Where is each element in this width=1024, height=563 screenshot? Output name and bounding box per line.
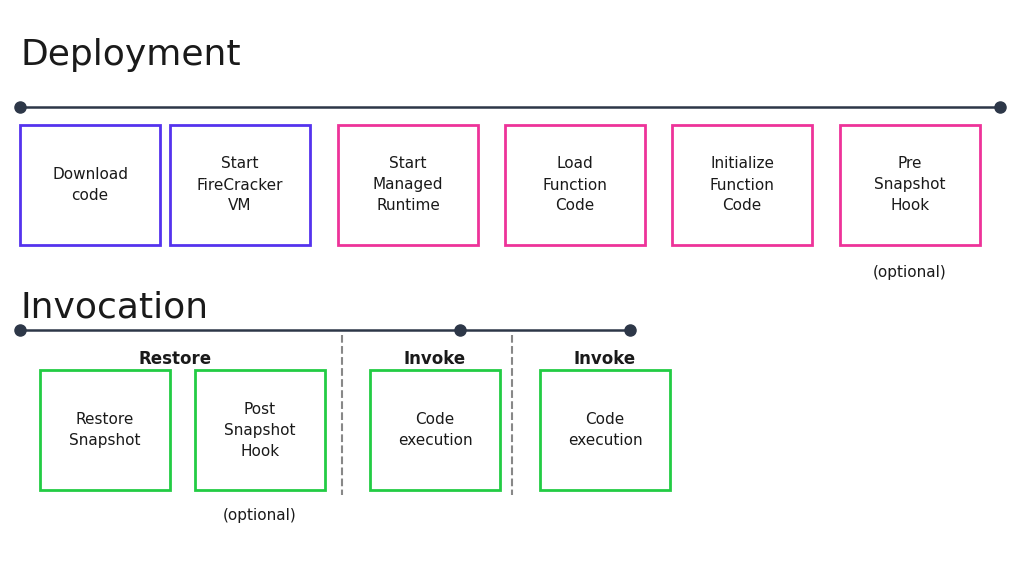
FancyBboxPatch shape — [170, 125, 310, 245]
FancyBboxPatch shape — [840, 125, 980, 245]
FancyBboxPatch shape — [195, 370, 325, 490]
Text: Initialize
Function
Code: Initialize Function Code — [710, 157, 774, 213]
Text: Invoke: Invoke — [573, 350, 636, 368]
FancyBboxPatch shape — [540, 370, 670, 490]
Text: Restore: Restore — [138, 350, 212, 368]
Text: Code
execution: Code execution — [397, 412, 472, 448]
FancyBboxPatch shape — [338, 125, 478, 245]
Text: Code
execution: Code execution — [567, 412, 642, 448]
FancyBboxPatch shape — [672, 125, 812, 245]
FancyBboxPatch shape — [40, 370, 170, 490]
Text: Invocation: Invocation — [20, 290, 208, 324]
Text: Start
FireCracker
VM: Start FireCracker VM — [197, 157, 284, 213]
Text: (optional): (optional) — [873, 265, 947, 280]
Text: Invoke: Invoke — [403, 350, 466, 368]
Text: Pre
Snapshot
Hook: Pre Snapshot Hook — [874, 157, 946, 213]
FancyBboxPatch shape — [505, 125, 645, 245]
Text: Download
code: Download code — [52, 167, 128, 203]
Text: Deployment: Deployment — [20, 38, 241, 72]
Text: Post
Snapshot
Hook: Post Snapshot Hook — [224, 401, 296, 458]
Text: Start
Managed
Runtime: Start Managed Runtime — [373, 157, 443, 213]
Text: Restore
Snapshot: Restore Snapshot — [70, 412, 140, 448]
Text: Load
Function
Code: Load Function Code — [543, 157, 607, 213]
FancyBboxPatch shape — [370, 370, 500, 490]
FancyBboxPatch shape — [20, 125, 160, 245]
Text: (optional): (optional) — [223, 508, 297, 523]
